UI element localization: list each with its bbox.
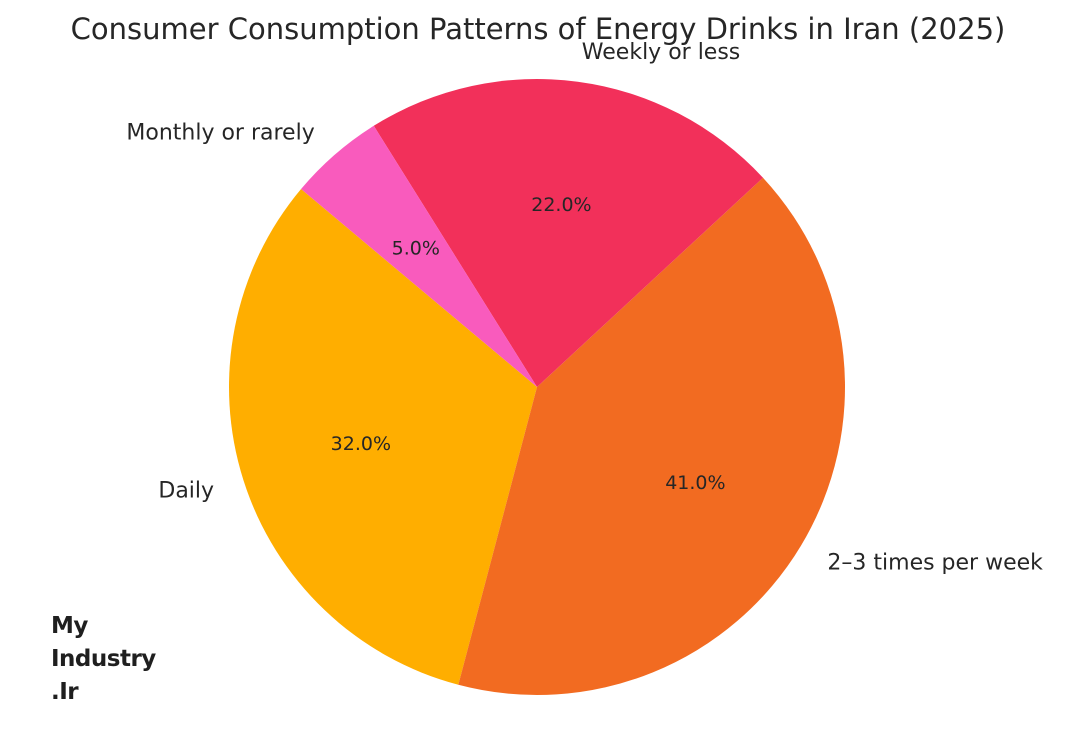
pie-slice-2-3-times-per-week: [458, 177, 845, 696]
slice-label-daily: Daily: [158, 478, 214, 503]
slice-pct-daily: 32.0%: [331, 433, 391, 455]
pie-slices: [228, 79, 845, 696]
pie-slice-daily: [228, 189, 537, 685]
slice-label-2-3-times-per-week: 2–3 times per week: [827, 550, 1043, 575]
watermark-line-3: .Ir: [51, 679, 79, 705]
pie-labels: Daily 32.0% 2–3 times per week 41.0% Weekly …: [126, 40, 1043, 575]
slice-pct-2-3-times-per-week: 41.0%: [665, 472, 725, 494]
slice-label-monthly-or-rarely: Monthly or rarely: [126, 120, 314, 145]
slice-pct-monthly-or-rarely: 5.0%: [392, 238, 440, 260]
slice-label-weekly-or-less: Weekly or less: [582, 40, 740, 65]
chart-title: Consumer Consumption Patterns of Energy …: [71, 12, 1006, 46]
watermark-line-2: Industry: [51, 646, 156, 672]
slice-pct-weekly-or-less: 22.0%: [531, 194, 591, 216]
watermark-logo: My Industry .Ir: [51, 610, 156, 709]
pie-slice-weekly-or-less: [373, 79, 763, 387]
pie-slice-monthly-or-rarely: [301, 125, 537, 388]
watermark-line-1: My: [51, 613, 88, 639]
